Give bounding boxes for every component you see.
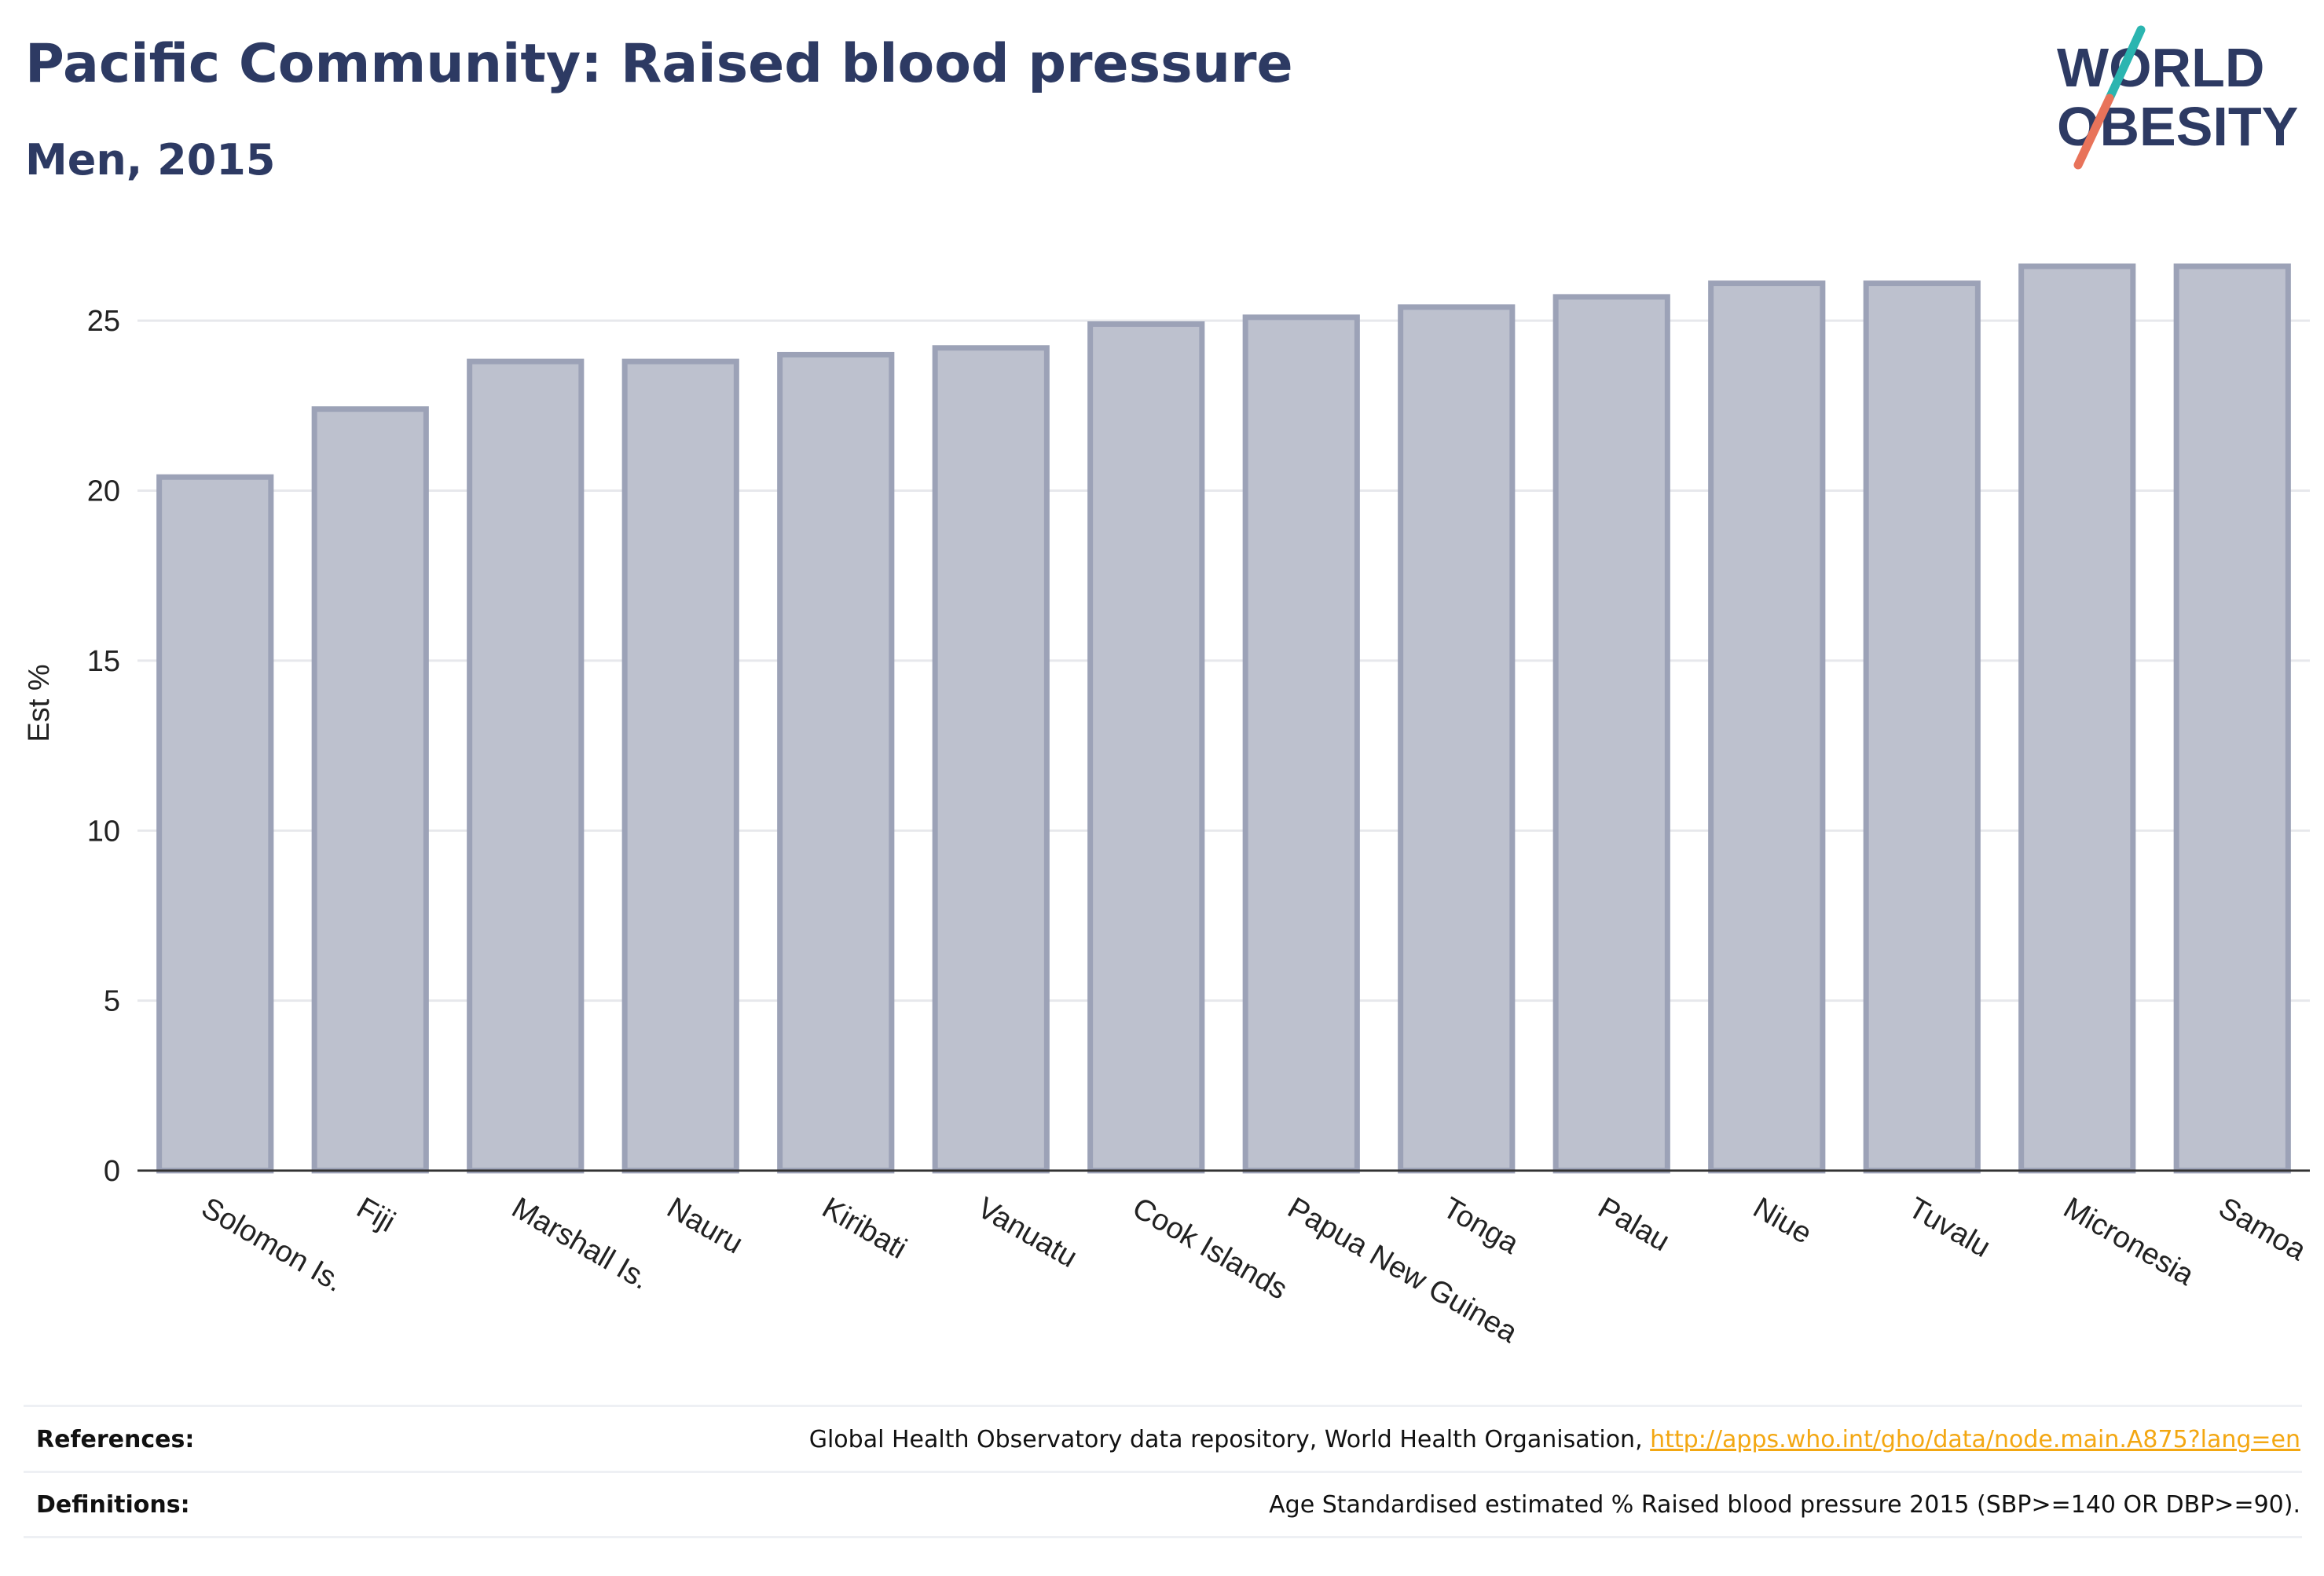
bar-palau bbox=[1552, 294, 1670, 1174]
x-tick-label: Palau bbox=[1593, 1191, 1675, 1258]
y-tick-label: 20 bbox=[87, 475, 120, 508]
references-value: Global Health Observatory data repositor… bbox=[809, 1426, 2300, 1453]
y-tick-label: 0 bbox=[104, 1155, 120, 1188]
bar-nauru bbox=[621, 358, 739, 1174]
y-axis-ticks: 0 5 10 15 20 25 bbox=[87, 305, 120, 1188]
y-tick-label: 10 bbox=[87, 815, 120, 848]
y-tick-label: 25 bbox=[87, 305, 120, 338]
world-obesity-logo: WORLD OBESITY bbox=[2057, 25, 2298, 170]
footer-divider-top bbox=[24, 1405, 2302, 1407]
chart-gridlines bbox=[137, 319, 2310, 1002]
definitions-label: Definitions: bbox=[36, 1491, 190, 1519]
y-tick-label: 5 bbox=[104, 985, 120, 1018]
bar-marshall-is bbox=[467, 358, 585, 1174]
footer-divider-bottom bbox=[24, 1536, 2302, 1538]
bar-vanuatu bbox=[932, 345, 1050, 1174]
x-tick-label: Fiji bbox=[351, 1191, 401, 1239]
x-tick-label: Tuvalu bbox=[1903, 1191, 1996, 1264]
logo-slash-top bbox=[2105, 25, 2146, 103]
bar-chart: 0 5 10 15 20 25 Solomon Is. Fiji Marshall Is. Na… bbox=[23, 263, 2312, 1350]
logo-line1: WORLD bbox=[2057, 37, 2264, 98]
x-tick-label: Micronesia bbox=[2058, 1191, 2200, 1292]
x-tick-label: Kiribati bbox=[816, 1191, 912, 1265]
bar-tuvalu bbox=[1863, 280, 1981, 1174]
bar-cook-islands bbox=[1087, 321, 1205, 1174]
x-axis-ticks: Solomon Is. Fiji Marshall Is. Nauru Kiribati… bbox=[196, 1191, 2312, 1350]
y-axis-label: Est % bbox=[23, 664, 56, 742]
footer-divider-middle bbox=[24, 1471, 2302, 1473]
x-tick-label: Samoa bbox=[2213, 1191, 2312, 1267]
x-tick-label: Tonga bbox=[1437, 1191, 1524, 1261]
x-tick-label: Vanuatu bbox=[972, 1191, 1083, 1274]
references-label: References: bbox=[36, 1426, 195, 1453]
bar-samoa bbox=[2173, 263, 2291, 1174]
definitions-value: Age Standardised estimated % Raised bloo… bbox=[1269, 1491, 2300, 1519]
x-tick-label: Marshall Is. bbox=[506, 1191, 654, 1296]
x-tick-label: Nauru bbox=[662, 1191, 749, 1260]
y-tick-label: 15 bbox=[87, 645, 120, 678]
bar-solomon-is bbox=[156, 474, 274, 1174]
x-tick-label: Solomon Is. bbox=[196, 1191, 349, 1299]
bar-kiribati bbox=[777, 351, 895, 1174]
x-tick-label: Cook Islands bbox=[1127, 1191, 1292, 1306]
bar-fiji bbox=[311, 406, 429, 1174]
chart-title: Pacific Community: Raised blood pressure bbox=[25, 33, 1293, 95]
bar-niue bbox=[1708, 280, 1826, 1174]
bar-tonga bbox=[1398, 304, 1516, 1174]
logo-slash-bottom bbox=[2073, 93, 2114, 170]
chart-subtitle: Men, 2015 bbox=[25, 135, 276, 185]
references-text: Global Health Observatory data repositor… bbox=[808, 1426, 1651, 1453]
x-tick-label: Niue bbox=[1747, 1191, 1817, 1250]
references-link[interactable]: http://apps.who.int/gho/data/node.main.A… bbox=[1650, 1426, 2300, 1453]
bar-micronesia bbox=[2018, 263, 2136, 1174]
bar-papua-new-guinea bbox=[1242, 314, 1360, 1174]
chart-bars bbox=[156, 263, 2291, 1174]
